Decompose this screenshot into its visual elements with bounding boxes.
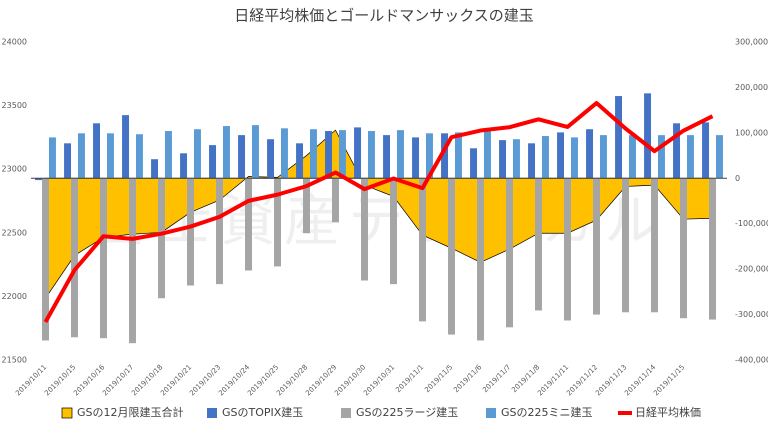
bar bbox=[541, 136, 549, 179]
bar bbox=[309, 129, 317, 179]
bar bbox=[222, 126, 230, 179]
y-tick-label: 22500 bbox=[2, 228, 27, 237]
y2-tick-label: 100,000 bbox=[735, 128, 768, 137]
y-tick-label: 23000 bbox=[2, 165, 27, 174]
bar bbox=[593, 178, 600, 315]
chart-title: 日経平均株価とゴールドマンサックスの建玉 bbox=[234, 7, 534, 25]
bar bbox=[425, 133, 433, 179]
legend-label: GSの12月限建玉合計 bbox=[77, 405, 184, 419]
bar bbox=[686, 135, 694, 179]
bar bbox=[267, 139, 275, 179]
bar bbox=[586, 129, 594, 179]
bar bbox=[390, 178, 397, 285]
bar bbox=[100, 178, 107, 339]
bar bbox=[499, 140, 507, 179]
bar bbox=[354, 127, 362, 179]
bar bbox=[615, 96, 623, 179]
bar bbox=[412, 137, 420, 179]
legend-swatch bbox=[61, 407, 73, 419]
bar bbox=[325, 131, 333, 179]
bar bbox=[122, 115, 130, 179]
bar bbox=[512, 139, 520, 179]
bar bbox=[383, 135, 391, 179]
bar bbox=[187, 178, 194, 286]
bar bbox=[64, 143, 72, 179]
bar bbox=[332, 178, 339, 223]
bar bbox=[135, 134, 143, 179]
bar bbox=[35, 178, 43, 181]
bar bbox=[106, 133, 114, 179]
bar bbox=[709, 178, 716, 320]
y-tick-label: 21500 bbox=[2, 356, 27, 365]
bar bbox=[251, 125, 259, 179]
bar bbox=[628, 135, 636, 179]
bar bbox=[42, 178, 49, 341]
bar bbox=[483, 130, 491, 179]
bar bbox=[470, 148, 478, 179]
bar bbox=[528, 143, 536, 179]
bar bbox=[193, 129, 201, 179]
bar bbox=[209, 145, 217, 179]
legend-label: GSのTOPIX建玉 bbox=[222, 405, 303, 419]
y2-tick-label: 200,000 bbox=[735, 83, 768, 92]
legend-label: GSの225ミニ建玉 bbox=[501, 405, 593, 419]
bar bbox=[419, 178, 426, 322]
bar bbox=[367, 131, 375, 179]
bar bbox=[622, 178, 629, 313]
bar bbox=[238, 135, 246, 179]
bar bbox=[274, 178, 281, 267]
bar bbox=[158, 178, 165, 299]
y2-tick-label: -100,000 bbox=[735, 219, 768, 228]
bar bbox=[280, 128, 288, 179]
legend-swatch bbox=[341, 408, 351, 418]
y-tick-label: 23500 bbox=[2, 101, 27, 110]
bar bbox=[48, 137, 56, 179]
y2-tick-label: -300,000 bbox=[735, 310, 768, 319]
bar bbox=[441, 133, 449, 179]
y-tick-label: 22000 bbox=[2, 292, 27, 301]
bar bbox=[535, 178, 542, 311]
bar bbox=[448, 178, 455, 335]
bar bbox=[680, 178, 687, 319]
bar bbox=[180, 153, 188, 179]
legend-swatch bbox=[207, 408, 217, 418]
bar bbox=[557, 132, 565, 179]
legend-label: GSの225ラージ建玉 bbox=[356, 405, 458, 419]
bar bbox=[644, 93, 652, 179]
bar bbox=[129, 178, 136, 344]
bar bbox=[303, 178, 310, 234]
bar bbox=[715, 135, 723, 179]
y2-tick-label: 0 bbox=[735, 174, 740, 183]
bar bbox=[396, 130, 404, 179]
bar bbox=[338, 130, 346, 179]
y-tick-label: 24000 bbox=[2, 38, 27, 47]
bar bbox=[93, 123, 101, 179]
bar bbox=[164, 131, 172, 179]
bar bbox=[454, 132, 462, 179]
bar bbox=[570, 137, 578, 179]
bar bbox=[477, 178, 484, 341]
bar bbox=[71, 178, 78, 338]
bar bbox=[245, 178, 252, 271]
bar bbox=[296, 143, 304, 179]
bar bbox=[599, 135, 607, 179]
bar bbox=[216, 178, 223, 285]
bar bbox=[77, 133, 85, 179]
bar bbox=[151, 159, 159, 179]
bar bbox=[564, 178, 571, 321]
bar bbox=[673, 123, 681, 179]
legend-swatch bbox=[486, 408, 496, 418]
bar bbox=[657, 135, 665, 179]
legend-label: 日経平均株価 bbox=[635, 405, 701, 419]
line bbox=[43, 101, 714, 323]
bar bbox=[506, 178, 513, 328]
y2-tick-label: -200,000 bbox=[735, 265, 768, 274]
bar bbox=[651, 178, 658, 313]
y2-tick-label: 300,000 bbox=[735, 38, 768, 47]
bar bbox=[361, 178, 368, 281]
y2-tick-label: -400,000 bbox=[735, 356, 768, 365]
bar bbox=[702, 122, 710, 179]
